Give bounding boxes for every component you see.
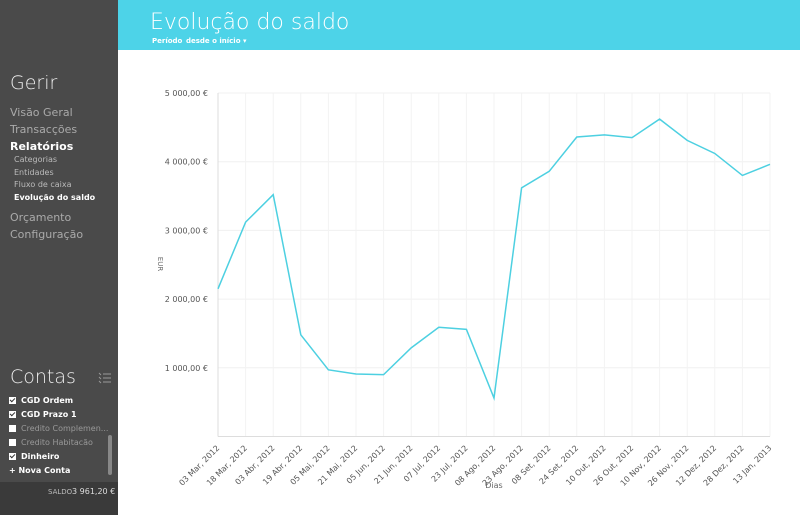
balance-label: SALDO	[48, 488, 73, 496]
accounts-title: Contas	[10, 366, 76, 388]
y-axis-label: EUR	[156, 257, 164, 272]
period-select[interactable]: desde o início ▾	[186, 37, 247, 45]
menu-item[interactable]: Relatórios	[10, 140, 74, 153]
y-tick-label: 2 000,00 €	[165, 295, 208, 304]
account-item[interactable]: CGD Prazo 1	[9, 410, 77, 419]
checkbox[interactable]	[9, 411, 16, 418]
account-item[interactable]: Credito Complemen...	[9, 424, 108, 433]
accounts-icon[interactable]	[98, 371, 112, 385]
account-item[interactable]: CGD Ordem	[9, 397, 73, 405]
new-account[interactable]: + Nova Conta	[9, 466, 71, 475]
submenu-item[interactable]: Entidades	[14, 167, 54, 177]
scrollbar[interactable]	[108, 435, 112, 475]
y-tick-label: 3 000,00 €	[165, 226, 208, 235]
period-label: Período	[152, 37, 183, 45]
account-name[interactable]: CGD Ordem	[21, 397, 74, 405]
sidebar: Gerir Visão Geral Transacções Relatórios Ca…	[0, 0, 118, 515]
account-item[interactable]: Dinheiro	[9, 452, 59, 461]
account-name[interactable]: Credito Habitacão	[21, 438, 93, 447]
menu-item[interactable]: Transacções	[10, 123, 78, 136]
menu-item[interactable]: Configuração	[10, 228, 84, 241]
y-tick-label: 5 000,00 €	[165, 89, 208, 98]
account-name[interactable]: Dinheiro	[21, 452, 60, 461]
page-title: Evolução do saldo	[150, 10, 350, 35]
accounts-list: CGD Ordem CGD Prazo 1 Credito Complemen...…	[0, 397, 118, 479]
submenu-item[interactable]: Evolução do saldo	[14, 192, 96, 202]
y-tick-label: 1 000,00 €	[165, 364, 208, 373]
checkbox[interactable]	[9, 397, 16, 404]
chart: 1 000,00 € 2 000,00 € 3 000,00 € 4 000,00 €…	[156, 89, 773, 490]
line	[217, 118, 771, 401]
section-title: Gerir	[10, 72, 58, 94]
x-axis-label: Dias	[485, 481, 502, 490]
y-tick-label: 4 000,00 €	[165, 158, 208, 167]
period-value[interactable]: desde o início	[186, 37, 241, 45]
header: Evolução do saldo Período desde o início…	[118, 0, 800, 50]
menu-item[interactable]: Orçamento	[10, 211, 72, 224]
account-name[interactable]: Credito Complemen...	[21, 424, 109, 433]
balance-bar: SALDO 3 961,20 €	[0, 482, 118, 515]
account-item[interactable]: Credito Habitacão	[9, 438, 93, 447]
submenu-item[interactable]: Categorias	[14, 155, 58, 164]
checkbox[interactable]	[9, 453, 16, 460]
menu-item[interactable]: Visão Geral	[10, 106, 73, 119]
account-name[interactable]: CGD Prazo 1	[21, 410, 77, 419]
checkbox[interactable]	[9, 439, 16, 446]
checkbox[interactable]	[9, 425, 16, 432]
submenu-item[interactable]: Fluxo de caixa	[14, 180, 72, 189]
balance-value: 3 961,20 €	[72, 487, 116, 496]
